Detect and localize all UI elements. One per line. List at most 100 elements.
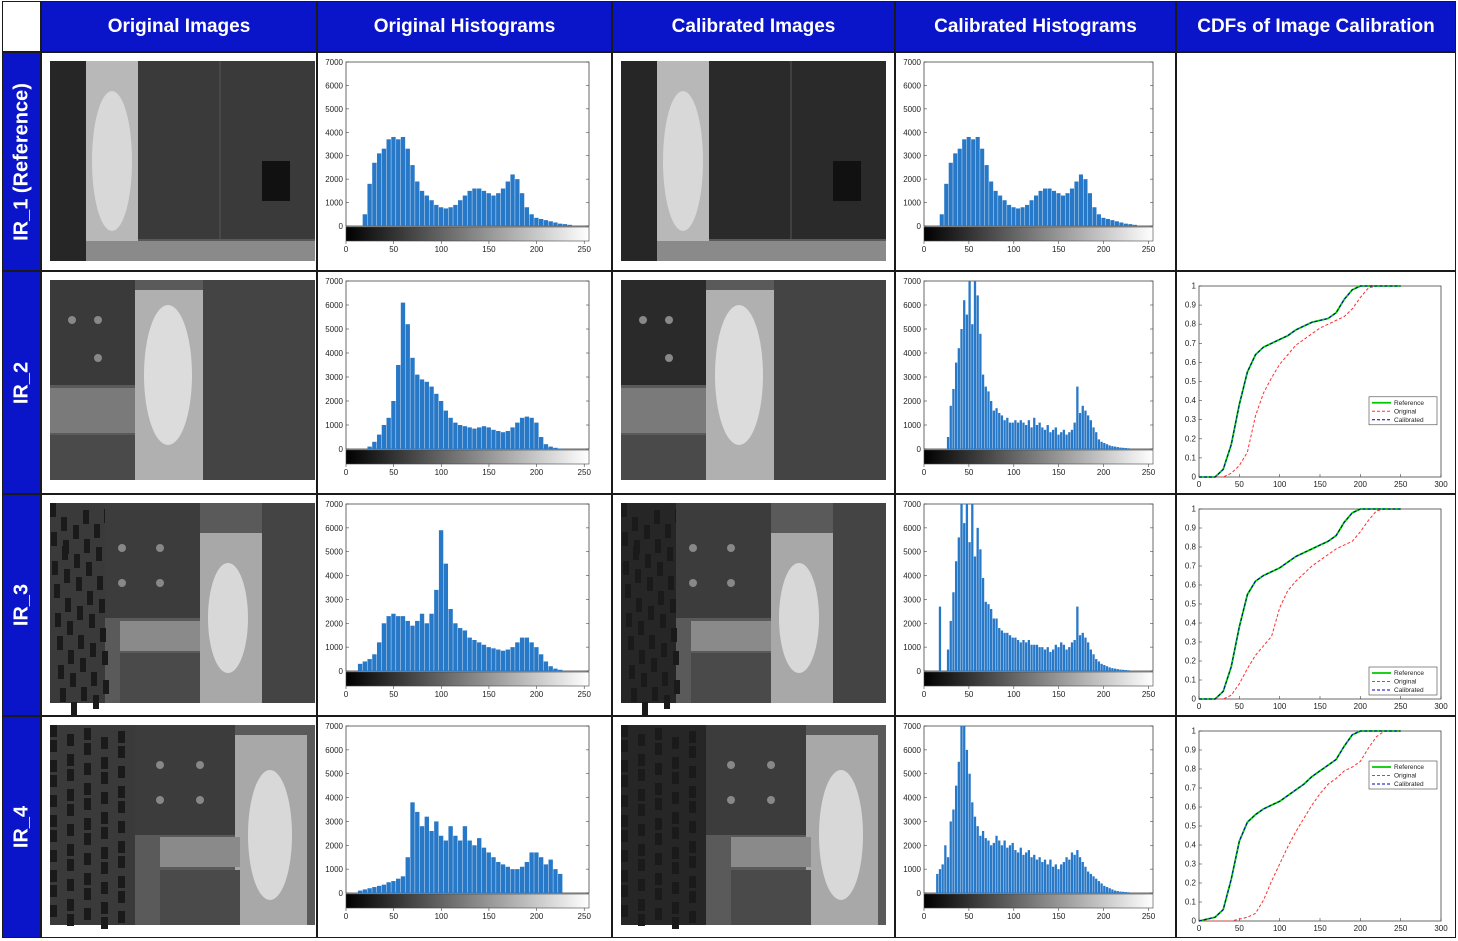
cdf-cell: 0 0.1 0.2 0.3 0.4 0.5 0.6 0.7 0.8 0.9 1 0 50 100 150 20… xyxy=(1176,271,1456,494)
histogram-bar xyxy=(424,381,429,449)
histogram-bar xyxy=(1027,639,1031,671)
histogram-bar xyxy=(396,139,401,226)
y-tick-label: 6000 xyxy=(325,746,343,755)
histogram-bar xyxy=(1035,859,1039,893)
histogram-bar xyxy=(496,861,501,893)
histogram-bar xyxy=(1008,845,1012,893)
histogram-bar xyxy=(1078,174,1084,226)
histogram-bar xyxy=(998,840,1001,893)
y-tick-label: 7000 xyxy=(903,58,921,67)
histogram-bar xyxy=(1100,663,1103,671)
histogram-bar xyxy=(966,136,971,226)
x-tick-label: 200 xyxy=(530,245,544,254)
y-tick-label: 1000 xyxy=(325,199,343,208)
y-tick-label: 1000 xyxy=(325,865,343,874)
histogram-bar xyxy=(1124,892,1128,893)
histogram-bar xyxy=(938,869,942,893)
original-image-cell xyxy=(41,716,317,938)
histogram-bar xyxy=(1116,891,1119,893)
histogram-bar xyxy=(1011,207,1016,226)
histogram-bar xyxy=(987,604,990,671)
histogram-bar xyxy=(1051,429,1055,449)
y-tick-label: 0.7 xyxy=(1185,784,1197,793)
histogram-bar xyxy=(376,642,382,671)
histogram-bar xyxy=(1076,850,1079,893)
histogram-bar xyxy=(443,840,449,893)
histogram-bar xyxy=(429,200,434,226)
histogram-bar xyxy=(505,866,510,893)
y-tick-label: 3000 xyxy=(325,373,343,382)
histogram-bar xyxy=(548,446,553,449)
calibrated-image-cell xyxy=(612,52,895,271)
histogram-bar xyxy=(1078,857,1082,893)
original-histogram-cell: 0 1000 2000 3000 4000 5000 6000 7000 0 50 100 150 20… xyxy=(317,52,612,271)
y-tick-label: 0 xyxy=(339,889,344,898)
y-tick-label: 7000 xyxy=(903,722,921,731)
y-tick-label: 1000 xyxy=(903,421,921,430)
histogram-bar xyxy=(1049,859,1052,893)
histogram-bar xyxy=(1000,630,1004,671)
y-tick-label: 0 xyxy=(917,445,922,454)
histogram-bar xyxy=(524,207,530,226)
x-tick-label: 50 xyxy=(389,690,398,699)
histogram-bar xyxy=(415,811,420,893)
y-tick-label: 0.8 xyxy=(1185,543,1197,552)
cdf-cell: 0 0.1 0.2 0.3 0.4 0.5 0.6 0.7 0.8 0.9 1 0 50 100 150 20… xyxy=(1176,494,1456,716)
histogram-bar xyxy=(372,887,377,893)
histogram-bar xyxy=(424,816,429,893)
histogram-bar xyxy=(1078,413,1082,449)
y-tick-label: 3000 xyxy=(903,152,921,161)
histogram-bar xyxy=(1046,864,1049,893)
histogram-bar xyxy=(1025,425,1028,449)
histogram-bar xyxy=(558,873,563,893)
x-tick-label: 50 xyxy=(389,245,398,254)
histogram-bar xyxy=(976,826,979,893)
x-tick-label: 150 xyxy=(1052,245,1066,254)
histogram-bar xyxy=(944,845,947,893)
grayscale-colorbar xyxy=(923,226,1154,242)
histogram-bar xyxy=(1046,647,1049,671)
histogram-bar xyxy=(1046,425,1049,449)
original-histogram-chart: 0 1000 2000 3000 4000 5000 6000 7000 0 50 100 150 20… xyxy=(325,277,591,477)
plot-area xyxy=(1198,730,1442,922)
histogram-bar xyxy=(1057,434,1060,449)
cdf-line-original xyxy=(1199,508,1401,700)
histogram-bar xyxy=(979,333,982,449)
histogram-bar xyxy=(1097,881,1101,893)
y-tick-label: 6000 xyxy=(325,301,343,310)
x-tick-label: 0 xyxy=(922,912,927,921)
histogram-bar xyxy=(1038,857,1041,893)
histogram-bar xyxy=(990,608,993,671)
y-tick-label: 2000 xyxy=(325,841,343,850)
histogram-bar xyxy=(984,601,987,671)
histogram-bar xyxy=(400,302,406,449)
histogram-bar xyxy=(548,666,553,671)
histogram-bar xyxy=(973,281,977,449)
histogram-bar xyxy=(1060,432,1063,449)
histogram-bar xyxy=(1033,644,1036,671)
x-tick-label: 200 xyxy=(1097,468,1111,477)
histogram-bar xyxy=(1108,667,1111,671)
x-tick-label: 100 xyxy=(1273,702,1287,711)
histogram-bar xyxy=(1073,422,1076,449)
y-tick-label: 6000 xyxy=(903,746,921,755)
y-tick-label: 1000 xyxy=(903,199,921,208)
histogram-bar xyxy=(519,417,525,449)
histogram-bar xyxy=(1078,635,1082,671)
y-tick-label: 6000 xyxy=(903,301,921,310)
histogram-bar xyxy=(1051,190,1057,226)
y-tick-label: 4000 xyxy=(325,349,343,358)
histogram-bar xyxy=(993,190,998,226)
histogram-bar xyxy=(954,362,958,449)
histogram-bar xyxy=(496,193,501,226)
thermal-image xyxy=(50,503,315,715)
histogram-bar xyxy=(1127,670,1130,671)
histogram-bar xyxy=(968,281,971,449)
histogram-bar xyxy=(981,830,985,893)
histogram-bar xyxy=(405,324,410,449)
x-tick-label: 150 xyxy=(1313,702,1327,711)
histogram-bar xyxy=(357,663,363,671)
histogram-bar xyxy=(980,148,985,226)
histogram-bar xyxy=(558,669,563,671)
histogram-bar xyxy=(462,826,468,893)
